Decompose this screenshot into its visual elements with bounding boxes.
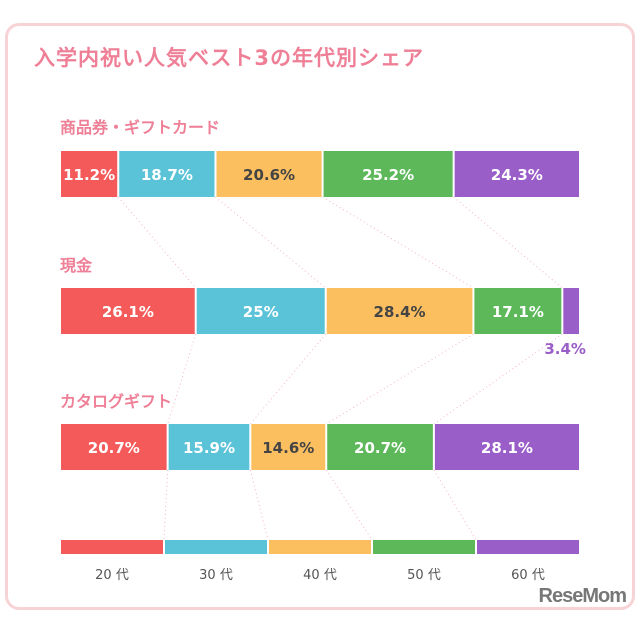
- data-label: 26.1%: [102, 303, 154, 321]
- bar-segment: [168, 424, 250, 470]
- connector-line: [117, 196, 197, 289]
- category-label: カタログギフト: [60, 392, 173, 411]
- connector-line: [322, 196, 474, 289]
- bar-segment: [61, 424, 167, 470]
- bar-segment: [454, 151, 579, 197]
- legend-swatch: [61, 540, 163, 554]
- bar-segment: [326, 288, 473, 334]
- bar-segment: [474, 288, 562, 334]
- data-label: 24.3%: [491, 166, 543, 184]
- connector-line: [163, 469, 169, 541]
- bar-segment: [323, 151, 453, 197]
- connector-line: [453, 196, 563, 289]
- legend-swatch: [373, 540, 475, 554]
- data-label: 28.1%: [481, 439, 533, 457]
- bar-segment: [327, 424, 433, 470]
- bar-segment: [61, 151, 118, 197]
- resemom-logo: ReseMom: [538, 585, 627, 607]
- bar-segment: [119, 151, 215, 197]
- data-label: 18.7%: [141, 166, 193, 184]
- bar-segment: [196, 288, 325, 334]
- bar-segment: [434, 424, 579, 470]
- connector-line: [325, 333, 474, 425]
- legend-label: 50 代: [407, 568, 441, 583]
- data-label: 11.2%: [63, 166, 115, 184]
- connector-line: [249, 333, 327, 425]
- connector-line: [215, 196, 327, 289]
- legend-label: 20 代: [95, 568, 129, 583]
- data-label: 25%: [243, 303, 279, 321]
- legend-label: 30 代: [199, 568, 233, 583]
- data-label: 28.4%: [374, 303, 426, 321]
- bar-segment: [251, 424, 326, 470]
- bar-segment: [61, 288, 195, 334]
- data-label: 14.6%: [262, 439, 314, 457]
- legend-label: 40 代: [303, 568, 337, 583]
- connector-line: [325, 469, 373, 541]
- connector-line: [433, 333, 563, 425]
- legend-swatch: [165, 540, 267, 554]
- data-label: 25.2%: [362, 166, 414, 184]
- bar-segment: [563, 288, 579, 334]
- category-label: 商品券・ギフトカード: [60, 118, 221, 137]
- data-label: 15.9%: [183, 439, 235, 457]
- data-label: 20.7%: [354, 439, 406, 457]
- category-label: 現金: [60, 256, 93, 275]
- data-label: 20.6%: [243, 166, 295, 184]
- connector-line: [433, 469, 477, 541]
- data-label: 3.4%: [544, 340, 586, 358]
- legend-swatch: [477, 540, 579, 554]
- data-label: 17.1%: [492, 303, 544, 321]
- connector-line: [249, 469, 269, 541]
- bar-segment: [216, 151, 322, 197]
- legend-label: 60 代: [511, 568, 545, 583]
- chart-title: 入学内祝い人気ベスト3の年代別シェア: [34, 46, 425, 70]
- data-label: 20.7%: [88, 439, 140, 457]
- connector-line: [167, 333, 197, 425]
- legend-swatch: [269, 540, 371, 554]
